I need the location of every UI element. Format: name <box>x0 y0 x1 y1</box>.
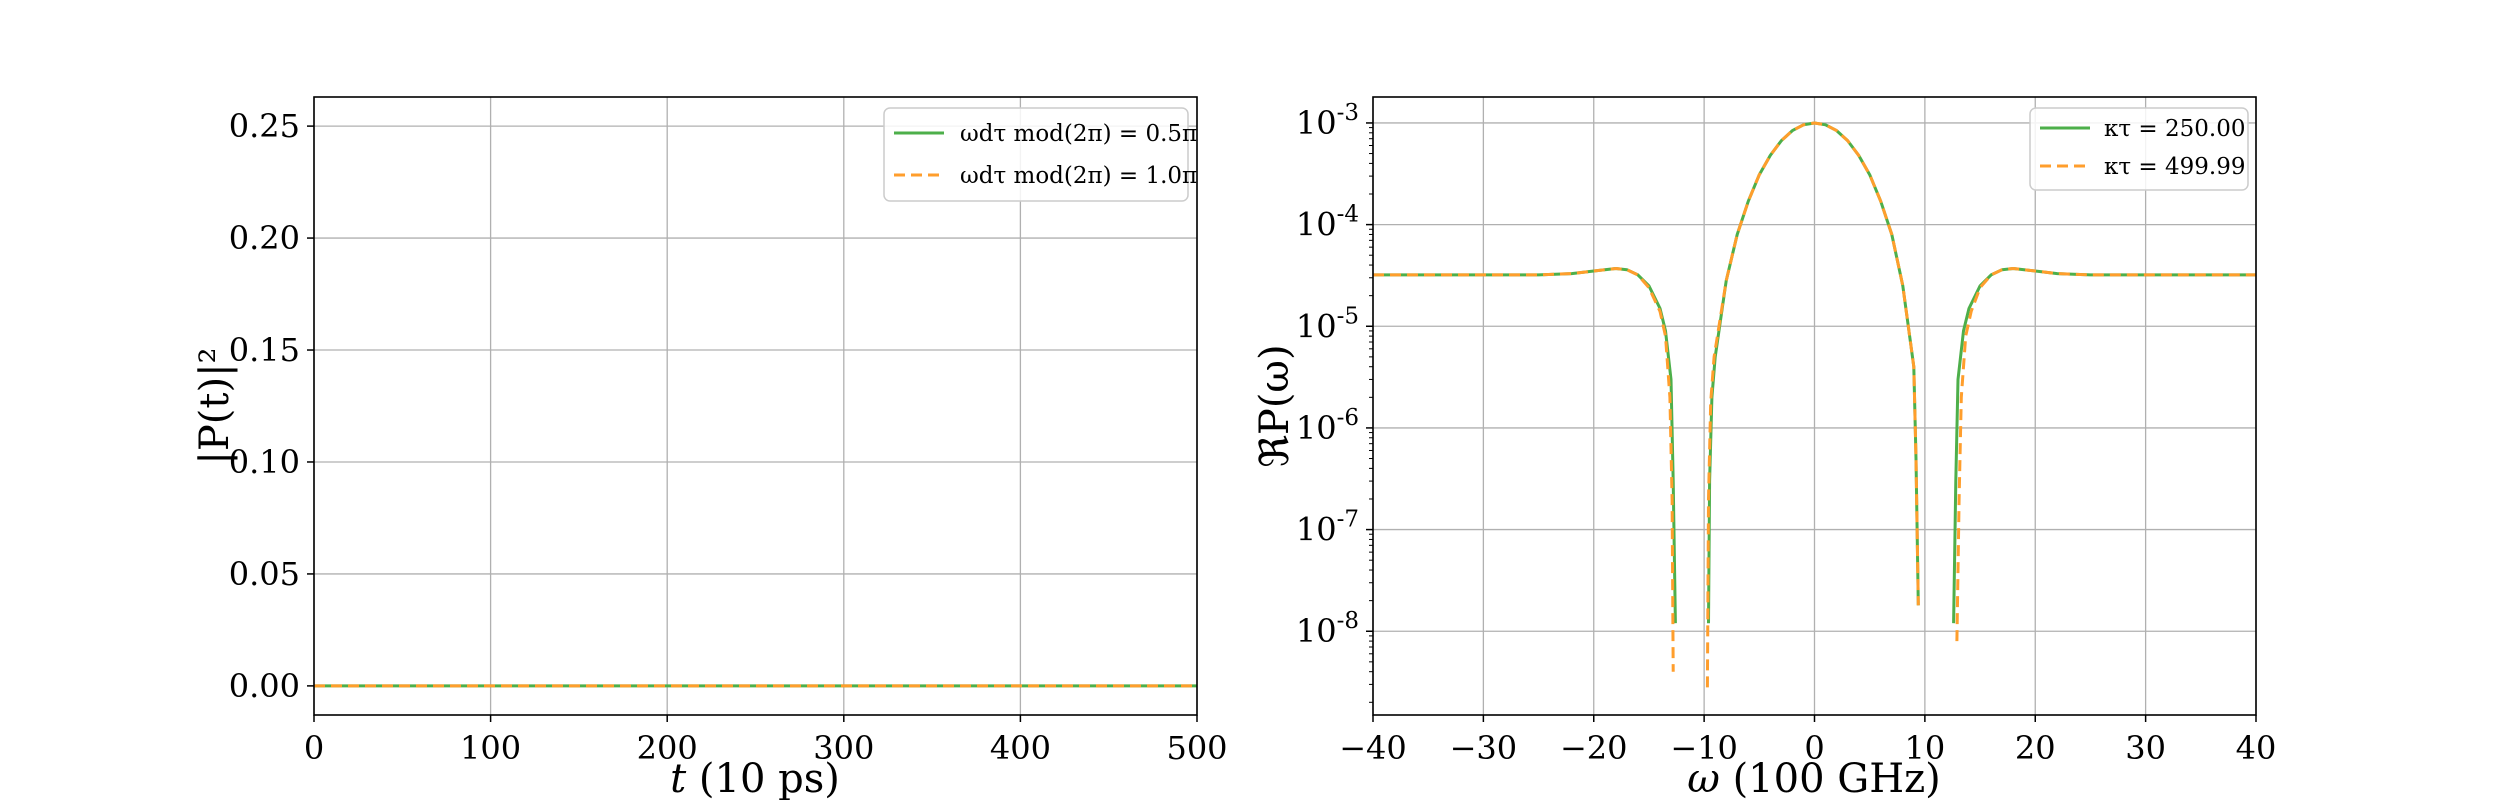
x-axis-label: ω (100 GHz) <box>1687 756 1941 800</box>
x-axis-label-unit: (10 ps) <box>686 756 840 800</box>
y-tick-exponent: -6 <box>1337 405 1359 431</box>
legend: κτ = 250.00 κτ = 499.99 <box>2029 107 2249 191</box>
x-tick-label: 0 <box>1804 729 1824 767</box>
y-tick-labels: 10-310-410-510-610-710-8 <box>1296 100 1373 703</box>
y-tick-label: 10-3 <box>1296 100 1359 142</box>
y-tick-label: 0.05 <box>229 555 300 593</box>
x-axis-label-unit: (100 GHz) <box>1720 756 1941 800</box>
x-tick-label: 20 <box>2015 729 2056 767</box>
y-axis-label: |P(t)|² <box>192 347 238 464</box>
chart-spectrum: −40 −30 −20 −10 0 10 20 30 40 10-310-410-510-610… <box>1252 96 2276 800</box>
y-tick-label: 0.25 <box>229 107 300 145</box>
y-tick-label: 10-6 <box>1296 405 1359 447</box>
y-tick-base: 10 <box>1296 104 1337 142</box>
x-tick-label: 0 <box>304 729 324 767</box>
legend: ωdτ mod(2π) = 0.5π ωdτ mod(2π) = 1.0π <box>883 107 1197 202</box>
plot-lines <box>1373 121 2256 688</box>
y-tick-base: 10 <box>1296 511 1337 549</box>
y-axis-label: ℜP(ω) <box>1252 344 1298 467</box>
y-tick-base: 10 <box>1296 206 1337 244</box>
y-tick-exponent: -8 <box>1337 608 1359 634</box>
x-tick-label: −40 <box>1339 729 1407 767</box>
y-tick-exponent: -3 <box>1337 100 1359 126</box>
x-tick-label: −20 <box>1560 729 1628 767</box>
grid <box>1372 97 2257 715</box>
y-tick-label: 10-8 <box>1296 608 1359 650</box>
x-tick-label: 400 <box>990 729 1051 767</box>
legend-label-1: κτ = 499.99 <box>2104 154 2245 180</box>
x-tick-label: −30 <box>1450 729 1518 767</box>
y-tick-label: 0.15 <box>229 331 300 369</box>
x-tick-labels: −40 −30 −20 −10 0 10 20 30 40 <box>1339 715 2276 767</box>
y-tick-label: 0.00 <box>229 667 300 705</box>
y-tick-label: 0.20 <box>229 219 300 257</box>
legend-box <box>883 107 1189 202</box>
y-tick-label: 0.10 <box>229 443 300 481</box>
chart-time-intensity: 0 100 200 300 400 500 0.00 0.05 0.10 0.15 0.20 0.2… <box>192 96 1228 800</box>
y-tick-exponent: -5 <box>1337 303 1359 329</box>
x-axis-label-var: t <box>670 756 687 800</box>
x-axis-label: t (10 ps) <box>670 756 840 800</box>
x-tick-label: −10 <box>1670 729 1738 767</box>
x-tick-label: 100 <box>460 729 521 767</box>
y-tick-exponent: -7 <box>1337 507 1359 533</box>
plot-frame <box>313 96 1198 716</box>
y-tick-label: 10-5 <box>1296 303 1359 345</box>
x-tick-label: 40 <box>2236 729 2277 767</box>
y-tick-base: 10 <box>1296 612 1337 650</box>
legend-label-0: κτ = 250.00 <box>2104 116 2245 142</box>
x-tick-labels: 0 100 200 300 400 500 <box>304 715 1228 767</box>
x-tick-label: 10 <box>1905 729 1946 767</box>
y-tick-exponent: -4 <box>1337 202 1359 228</box>
legend-label-0: ωdτ mod(2π) = 0.5π <box>960 121 1197 147</box>
x-tick-label: 300 <box>813 729 874 767</box>
y-tick-label: 10-7 <box>1296 507 1359 549</box>
y-tick-labels: 0.00 0.05 0.10 0.15 0.20 0.25 <box>229 107 314 705</box>
x-tick-label: 500 <box>1166 729 1227 767</box>
x-tick-label: 30 <box>2125 729 2166 767</box>
x-axis-label-var: ω <box>1687 756 1720 800</box>
y-tick-label: 10-4 <box>1296 202 1359 244</box>
legend-label-1: ωdτ mod(2π) = 1.0π <box>960 163 1197 189</box>
x-tick-label: 200 <box>637 729 698 767</box>
y-tick-base: 10 <box>1296 307 1337 345</box>
y-tick-base: 10 <box>1296 409 1337 447</box>
series-line-1 <box>1373 121 2256 688</box>
